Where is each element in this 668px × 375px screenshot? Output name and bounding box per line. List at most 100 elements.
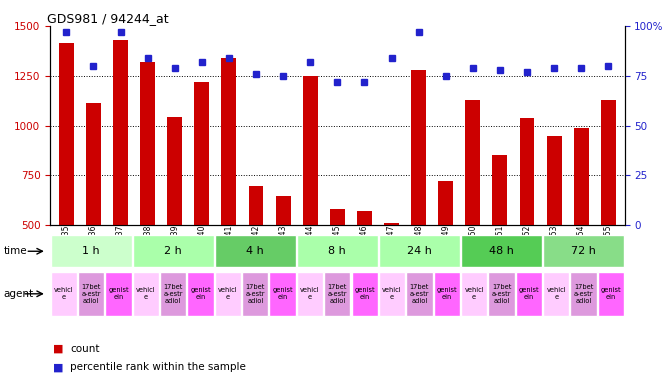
Text: GSM31752: GSM31752	[522, 225, 532, 266]
Text: GSM31747: GSM31747	[387, 225, 396, 267]
Text: GSM31744: GSM31744	[306, 225, 315, 267]
Text: percentile rank within the sample: percentile rank within the sample	[70, 363, 246, 372]
Bar	[434, 272, 460, 316]
Text: genist
ein: genist ein	[601, 287, 621, 300]
Text: genist
ein: genist ein	[518, 287, 539, 300]
Bar	[188, 272, 214, 316]
Text: 24 h: 24 h	[407, 246, 432, 256]
Bar	[438, 181, 453, 225]
Text: vehicl
e: vehicl e	[300, 287, 320, 300]
Text: vehicl
e: vehicl e	[546, 287, 566, 300]
Text: GSM31739: GSM31739	[170, 225, 179, 267]
Text: ■: ■	[53, 363, 64, 372]
Bar	[488, 272, 514, 316]
Bar	[379, 235, 460, 267]
Text: GSM31750: GSM31750	[468, 225, 478, 267]
Text: 1 h: 1 h	[82, 246, 100, 256]
Bar	[570, 272, 597, 316]
Text: 17bet
a-estr
adiol: 17bet a-estr adiol	[246, 284, 265, 304]
Bar	[520, 118, 534, 225]
Text: 72 h: 72 h	[571, 246, 596, 256]
Text: genist
ein: genist ein	[108, 287, 129, 300]
Text: GSM31742: GSM31742	[252, 225, 261, 266]
Text: genist
ein: genist ein	[273, 287, 293, 300]
Text: 48 h: 48 h	[489, 246, 514, 256]
Bar	[543, 272, 569, 316]
Text: vehicl
e: vehicl e	[218, 287, 238, 300]
Text: GSM31748: GSM31748	[414, 225, 423, 266]
Text: 17bet
a-estr
adiol: 17bet a-estr adiol	[81, 284, 101, 304]
Bar	[324, 272, 351, 316]
Text: GSM31754: GSM31754	[576, 225, 586, 267]
Bar	[357, 211, 372, 225]
Text: count: count	[70, 344, 100, 354]
Bar	[113, 40, 128, 225]
Bar	[598, 272, 624, 316]
Bar	[51, 235, 132, 267]
Text: vehicl
e: vehicl e	[464, 287, 484, 300]
Bar	[574, 128, 589, 225]
Bar	[466, 100, 480, 225]
Text: 17bet
a-estr
adiol: 17bet a-estr adiol	[574, 284, 593, 304]
Text: time: time	[3, 246, 27, 256]
Text: 2 h: 2 h	[164, 246, 182, 256]
Text: GSM31740: GSM31740	[197, 225, 206, 267]
Text: genist
ein: genist ein	[190, 287, 211, 300]
Bar	[297, 235, 378, 267]
Bar	[78, 272, 104, 316]
Bar	[242, 272, 269, 316]
Text: vehicl
e: vehicl e	[54, 287, 73, 300]
Bar	[215, 235, 296, 267]
Text: GSM31751: GSM31751	[496, 225, 504, 266]
Bar	[406, 272, 433, 316]
Bar	[543, 235, 624, 267]
Bar	[222, 58, 236, 225]
Text: agent: agent	[3, 289, 33, 299]
Text: 17bet
a-estr
adiol: 17bet a-estr adiol	[492, 284, 511, 304]
Bar	[133, 272, 159, 316]
Bar	[492, 155, 508, 225]
Text: GSM31736: GSM31736	[89, 225, 98, 267]
Bar	[194, 82, 209, 225]
Bar	[411, 70, 426, 225]
Bar	[303, 76, 318, 225]
Bar	[276, 196, 291, 225]
Bar	[269, 272, 296, 316]
Bar	[601, 100, 616, 225]
Bar	[160, 272, 186, 316]
Bar	[51, 272, 77, 316]
Bar	[297, 272, 323, 316]
Text: GSM31746: GSM31746	[360, 225, 369, 267]
Text: GSM31745: GSM31745	[333, 225, 342, 267]
Text: 17bet
a-estr
adiol: 17bet a-estr adiol	[327, 284, 347, 304]
Text: GSM31743: GSM31743	[279, 225, 288, 267]
Text: GSM31738: GSM31738	[143, 225, 152, 266]
Bar	[59, 43, 73, 225]
Bar	[461, 235, 542, 267]
Text: GSM31735: GSM31735	[62, 225, 71, 267]
Text: vehicl
e: vehicl e	[136, 287, 156, 300]
Text: ■: ■	[53, 344, 64, 354]
Bar	[384, 223, 399, 225]
Text: 4 h: 4 h	[246, 246, 264, 256]
Text: 17bet
a-estr
adiol: 17bet a-estr adiol	[164, 284, 183, 304]
Text: GSM31749: GSM31749	[442, 225, 450, 267]
Bar	[546, 136, 562, 225]
Bar	[133, 235, 214, 267]
Text: genist
ein: genist ein	[355, 287, 375, 300]
Bar	[86, 103, 101, 225]
Bar	[140, 62, 155, 225]
Bar	[461, 272, 487, 316]
Bar	[330, 209, 345, 225]
Bar	[351, 272, 378, 316]
Text: GSM31755: GSM31755	[604, 225, 613, 267]
Bar	[248, 186, 263, 225]
Bar	[516, 272, 542, 316]
Text: GSM31737: GSM31737	[116, 225, 125, 267]
Bar	[379, 272, 405, 316]
Text: vehicl
e: vehicl e	[382, 287, 402, 300]
Bar	[167, 117, 182, 225]
Text: GSM31741: GSM31741	[224, 225, 233, 266]
Bar	[215, 272, 241, 316]
Bar	[106, 272, 132, 316]
